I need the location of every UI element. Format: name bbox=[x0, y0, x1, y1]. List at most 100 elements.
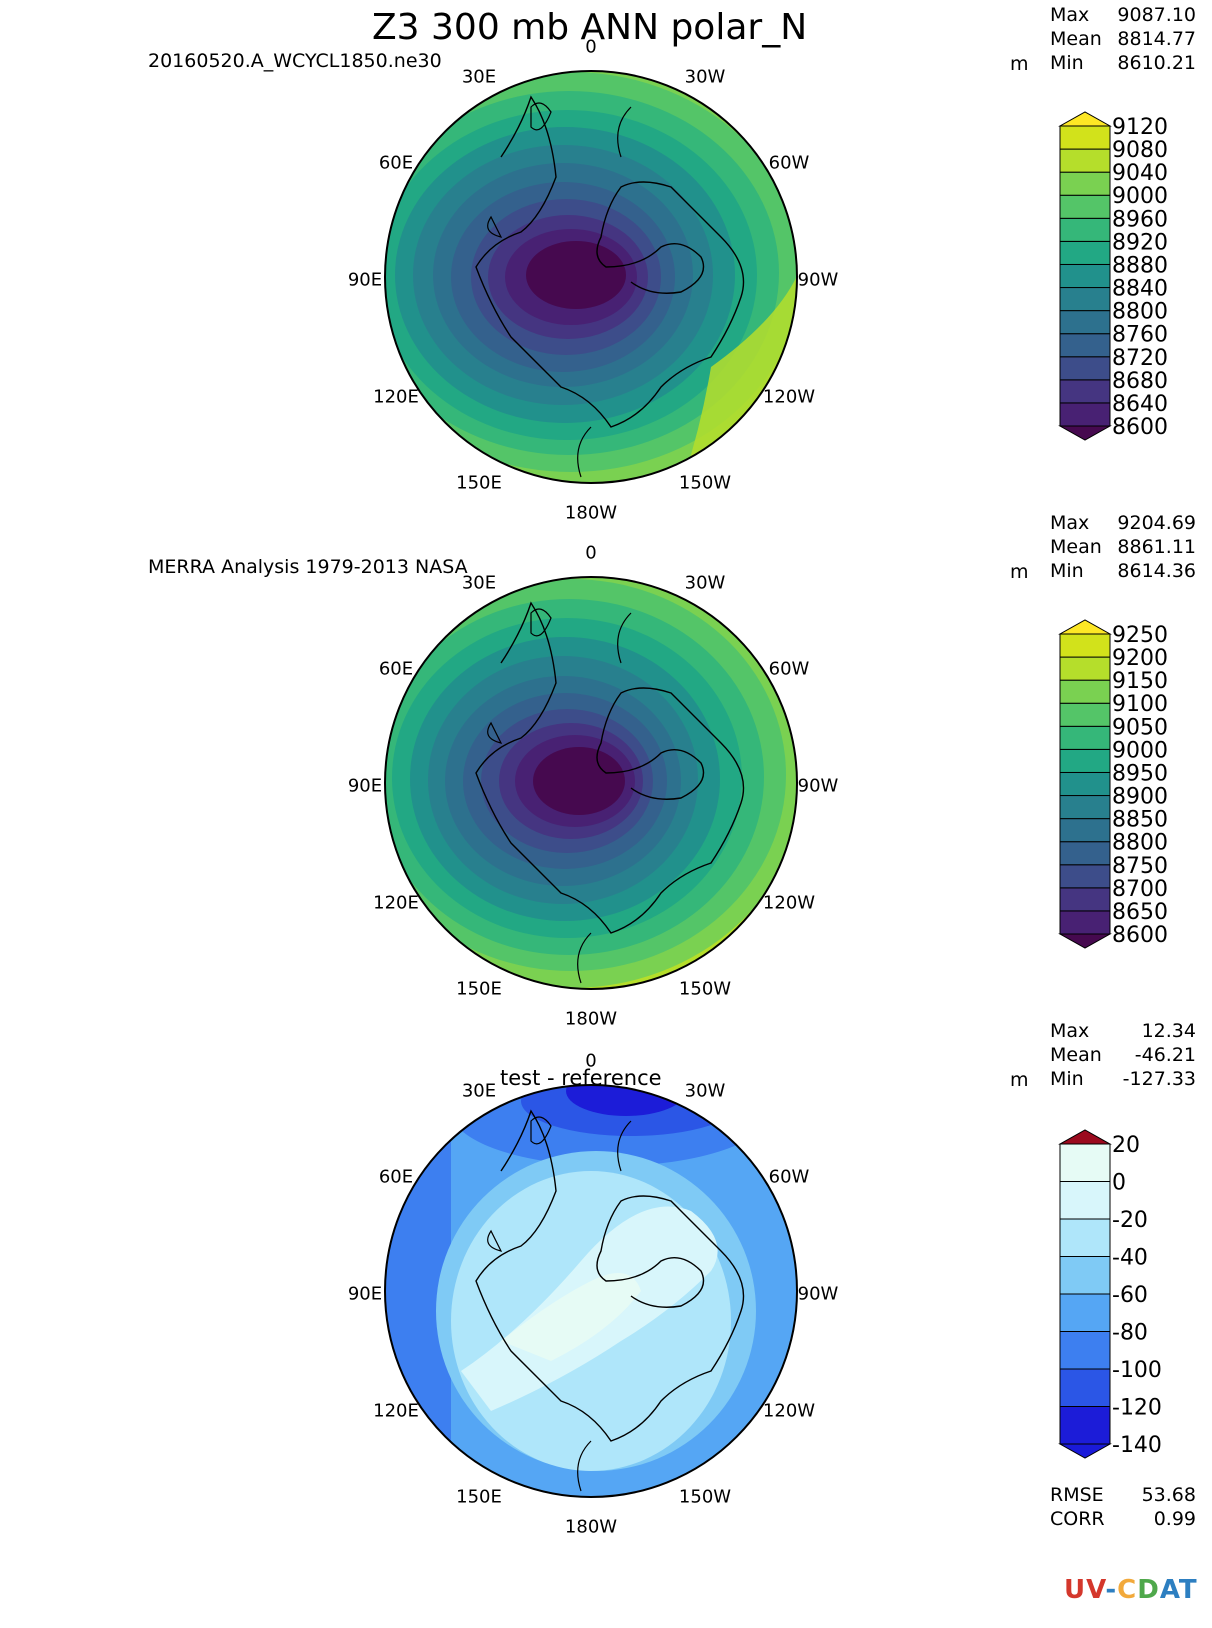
lon-label: 30W bbox=[684, 66, 726, 88]
rmse-value: 53.68 bbox=[1141, 1484, 1196, 1506]
polar-map-difference bbox=[384, 1084, 798, 1498]
colorbar-tick-label: 9050 bbox=[1112, 715, 1168, 740]
lon-label: 90E bbox=[347, 775, 383, 797]
lon-label: 30W bbox=[684, 1080, 726, 1102]
colorbar-bin bbox=[1059, 194, 1111, 219]
lon-label: 180W bbox=[564, 1008, 618, 1030]
lon-label: 90E bbox=[347, 269, 383, 291]
max-label: Max bbox=[1050, 4, 1090, 26]
colorbar-tick-label: 8720 bbox=[1112, 346, 1168, 371]
colorbar-over-arrow bbox=[1058, 1129, 1112, 1145]
colorbar-bin bbox=[1059, 1143, 1111, 1182]
colorbar-bin bbox=[1059, 310, 1111, 335]
colorbar-tick-label: 9120 bbox=[1112, 115, 1168, 140]
colorbar-bin bbox=[1059, 263, 1111, 289]
lon-label: 30W bbox=[684, 572, 726, 594]
lon-label: 150W bbox=[678, 1486, 732, 1508]
colorbar-tick-label: -60 bbox=[1112, 1283, 1148, 1308]
lon-label: 120E bbox=[373, 386, 419, 408]
colorbar-bin bbox=[1059, 841, 1111, 866]
colorbar-test: 8600864086808720876088008840888089208960… bbox=[1058, 111, 1168, 441]
colorbar-bin bbox=[1059, 1293, 1111, 1332]
colorbar-bin bbox=[1059, 1368, 1111, 1407]
colorbar-bin bbox=[1059, 748, 1111, 773]
colorbar-bin bbox=[1059, 818, 1111, 843]
max-value: 9087.10 bbox=[1117, 4, 1196, 26]
colorbar-tick-label: 9100 bbox=[1112, 692, 1168, 717]
colorbar-tick-label: 8640 bbox=[1112, 392, 1168, 417]
lon-label: 90W bbox=[797, 1283, 839, 1305]
mean-label: Mean bbox=[1050, 536, 1102, 558]
coastline bbox=[487, 1116, 632, 1492]
colorbar-tick-label: 8850 bbox=[1112, 808, 1168, 833]
lon-label: 90W bbox=[797, 775, 839, 797]
colorbar-tick-label: 9150 bbox=[1112, 669, 1168, 694]
lon-label: 150E bbox=[456, 978, 502, 1000]
lon-label: 180W bbox=[564, 502, 618, 524]
colorbar-bin bbox=[1059, 679, 1111, 704]
panel-subtitle-difference: test - reference bbox=[500, 1066, 662, 1090]
colorbar-tick-label: 9000 bbox=[1112, 184, 1168, 209]
colorbar-tick-label: 8750 bbox=[1112, 854, 1168, 879]
lon-label: 0 bbox=[585, 542, 597, 564]
colorbar-over-arrow bbox=[1058, 619, 1112, 635]
colorbar-tick-label: 8700 bbox=[1112, 877, 1168, 902]
lon-label: 90E bbox=[347, 1283, 383, 1305]
colorbar-tick-label: 9200 bbox=[1112, 646, 1168, 671]
colorbar-tick-label: 8920 bbox=[1112, 230, 1168, 255]
lon-label: 120W bbox=[762, 1400, 816, 1422]
colorbar-bin bbox=[1059, 1218, 1111, 1257]
colorbar-bin bbox=[1059, 217, 1111, 242]
max-value: 9204.69 bbox=[1117, 512, 1196, 534]
colorbar-under-arrow bbox=[1058, 1443, 1112, 1459]
lon-label: 120E bbox=[373, 1400, 419, 1422]
min-label: Min bbox=[1050, 52, 1084, 74]
colorbar-tick-label: -40 bbox=[1112, 1246, 1148, 1271]
colorbar-difference: -140 -120 -100 -80 -60 -40 -20 0 20 bbox=[1058, 1129, 1162, 1459]
colorbar-tick-label: 20 bbox=[1112, 1133, 1140, 1158]
lon-label: 60W bbox=[768, 152, 810, 174]
mean-label: Mean bbox=[1050, 28, 1102, 50]
max-label: Max bbox=[1050, 1020, 1090, 1042]
lon-label: 60E bbox=[378, 1166, 414, 1188]
colorbar-bin bbox=[1059, 887, 1111, 912]
polar-map-reference bbox=[384, 576, 798, 990]
coastline bbox=[475, 95, 745, 428]
colorbar-bin bbox=[1059, 771, 1111, 797]
mean-value: -46.21 bbox=[1134, 1044, 1196, 1066]
lon-label: 120W bbox=[762, 386, 816, 408]
lon-label: 150E bbox=[456, 1486, 502, 1508]
colorbar-reference: 8600865087008750880088508900895090009050… bbox=[1058, 619, 1168, 949]
colorbar-bin bbox=[1059, 725, 1111, 750]
min-value: 8614.36 bbox=[1117, 560, 1196, 582]
colorbar-bin bbox=[1059, 148, 1111, 173]
contour-band bbox=[526, 241, 626, 309]
colorbar-tick-label: 9250 bbox=[1112, 623, 1168, 648]
colorbar-tick-label: 8650 bbox=[1112, 900, 1168, 925]
colorbar-tick-label: 8760 bbox=[1112, 323, 1168, 348]
colorbar-tick-label: 8880 bbox=[1112, 253, 1168, 278]
colorbar-tick-label: 9040 bbox=[1112, 161, 1168, 186]
lon-label: 180W bbox=[564, 1516, 618, 1538]
min-value: 8610.21 bbox=[1117, 52, 1196, 74]
lon-label: 60E bbox=[378, 152, 414, 174]
colorbar-bin bbox=[1059, 333, 1111, 358]
colorbar-bin bbox=[1059, 795, 1111, 820]
unit-label: m bbox=[1010, 53, 1029, 75]
colorbar-bin bbox=[1059, 171, 1111, 196]
lon-label: 120E bbox=[373, 892, 419, 914]
colorbar-bin bbox=[1059, 656, 1111, 681]
colorbar-bin bbox=[1059, 1181, 1111, 1220]
colorbar-tick-label: -100 bbox=[1112, 1358, 1162, 1383]
colorbar-under-arrow bbox=[1058, 425, 1112, 441]
colorbar-tick-label: 8960 bbox=[1112, 207, 1168, 232]
lon-label: 0 bbox=[585, 1050, 597, 1072]
lon-label: 60E bbox=[378, 658, 414, 680]
polar-map-test bbox=[384, 70, 798, 484]
coastline bbox=[487, 102, 632, 478]
colorbar-bin bbox=[1059, 1331, 1111, 1370]
max-value: 12.34 bbox=[1141, 1020, 1196, 1042]
colorbar-bin bbox=[1059, 402, 1111, 427]
corr-value: 0.99 bbox=[1153, 1508, 1196, 1530]
colorbar-under-arrow bbox=[1058, 933, 1112, 949]
